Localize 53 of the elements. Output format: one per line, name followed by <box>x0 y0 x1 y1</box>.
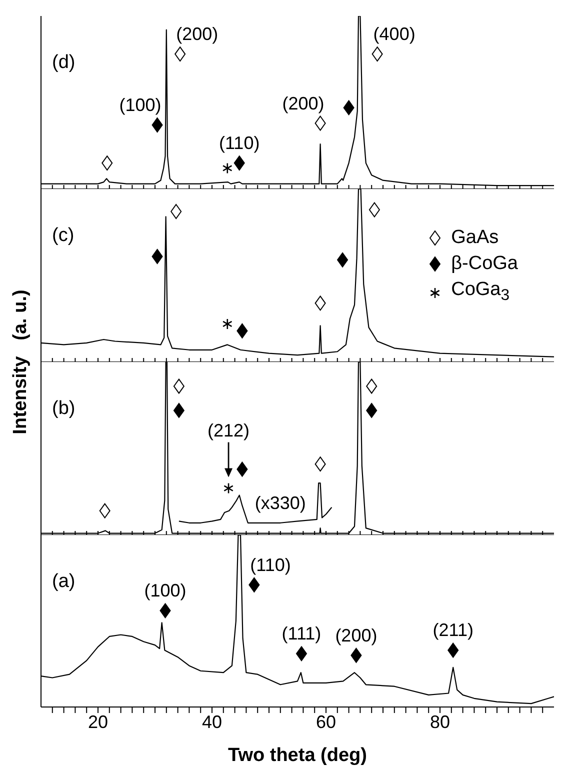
annotation: (b) <box>52 398 76 420</box>
point <box>160 603 171 618</box>
x-axis-title: Two theta (deg) <box>228 745 367 766</box>
point <box>174 46 186 62</box>
point <box>448 642 459 658</box>
annotation: (111) <box>282 624 322 644</box>
annotation: (400) <box>373 24 416 44</box>
point <box>314 296 326 311</box>
point <box>222 318 232 330</box>
annotation: (100) <box>144 580 186 601</box>
legend-label: β-CoGa <box>451 252 518 276</box>
point <box>366 378 378 394</box>
point <box>343 100 354 116</box>
point <box>173 378 184 394</box>
annotation: (x330) <box>254 492 306 513</box>
x-tick-label: 20 <box>88 712 108 732</box>
x-tick-label: 60 <box>316 712 336 732</box>
annotation: (100) <box>119 94 162 115</box>
annotation: (211) <box>432 620 474 640</box>
point <box>337 252 348 268</box>
point <box>236 323 248 338</box>
point <box>152 117 163 132</box>
point <box>152 248 163 264</box>
annotation: (c) <box>52 225 74 247</box>
point <box>314 456 326 472</box>
legend-label: GaAs <box>451 226 499 250</box>
annotation: (d) <box>52 52 76 74</box>
legend-label: CoGa$_{3}$ <box>451 278 510 306</box>
point <box>236 462 248 477</box>
y-axis-title: Intensity (a. u.) <box>10 290 32 434</box>
point <box>234 156 245 171</box>
annotation: (200) <box>176 24 218 44</box>
point <box>170 204 182 219</box>
point <box>248 577 260 592</box>
point <box>102 156 113 171</box>
annotation: (200) <box>282 93 324 114</box>
annotation: (200) <box>335 625 378 646</box>
point <box>224 482 234 494</box>
annotation: (110) <box>219 133 260 154</box>
annotation: (212) <box>208 420 250 440</box>
point <box>350 648 362 663</box>
point <box>296 646 307 662</box>
point <box>222 162 232 174</box>
point <box>366 402 378 418</box>
annotation: (110) <box>250 554 291 575</box>
x-tick-label: 40 <box>202 712 222 732</box>
point <box>372 46 383 62</box>
point <box>368 202 380 218</box>
point <box>173 402 184 418</box>
point <box>314 116 326 131</box>
x-tick-label: 80 <box>430 712 450 732</box>
annotation: (a) <box>52 571 76 593</box>
point <box>99 503 110 518</box>
